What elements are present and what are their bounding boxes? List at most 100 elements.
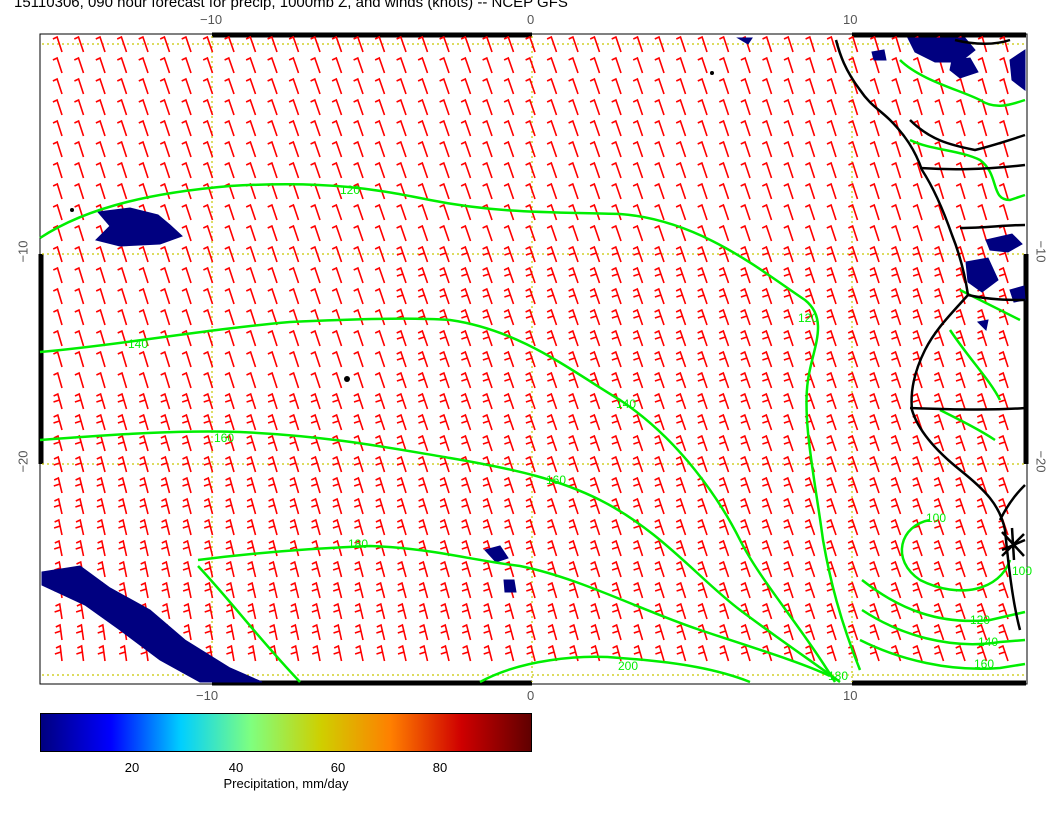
wind-barb xyxy=(826,161,837,179)
wind-barb xyxy=(460,140,472,158)
wind-barb xyxy=(675,119,687,137)
wind-barb xyxy=(331,224,343,242)
wind-barb xyxy=(697,581,708,599)
wind-barb xyxy=(783,539,794,557)
wind-barb xyxy=(891,161,902,179)
wind-barb xyxy=(374,287,386,305)
wind-barb xyxy=(546,140,558,158)
wind-barb xyxy=(740,140,751,158)
wind-barb xyxy=(396,77,407,95)
wind-barb xyxy=(546,497,558,515)
wind-barb xyxy=(869,350,880,368)
contour-label: 180 xyxy=(828,669,848,683)
wind-barb xyxy=(482,119,493,137)
wind-barb xyxy=(654,413,665,431)
wind-barb xyxy=(182,476,192,494)
wind-barb xyxy=(675,392,687,410)
wind-barb xyxy=(826,392,837,410)
wind-barb xyxy=(675,518,687,536)
wind-barb xyxy=(546,455,558,473)
wind-barb xyxy=(181,161,192,179)
contour-160-west xyxy=(39,430,841,684)
wind-barb xyxy=(697,35,708,53)
wind-barb xyxy=(138,350,149,368)
wind-barb xyxy=(74,413,85,431)
wind-barb xyxy=(461,560,472,578)
wind-barb xyxy=(826,203,837,221)
right-tick-label: −20 xyxy=(1033,450,1049,473)
wind-barb xyxy=(632,161,644,179)
wind-barb xyxy=(783,140,794,158)
wind-barb xyxy=(224,56,235,74)
wind-barb xyxy=(290,602,300,620)
wind-barb xyxy=(546,308,558,326)
wind-barb xyxy=(611,119,622,137)
wind-barb xyxy=(52,35,63,53)
wind-barb xyxy=(654,182,665,200)
wind-barb xyxy=(440,644,450,662)
wind-barb xyxy=(267,98,278,116)
wind-barb xyxy=(117,287,128,305)
contour-120-east xyxy=(861,579,1026,623)
wind-barb xyxy=(955,308,966,326)
wind-barb xyxy=(568,119,579,137)
wind-barb xyxy=(439,77,450,95)
wind-barb xyxy=(783,371,794,389)
wind-barb xyxy=(804,245,816,263)
wind-barb xyxy=(95,308,106,326)
wind-barb xyxy=(654,329,665,347)
wind-barb xyxy=(439,35,450,53)
wind-barb xyxy=(138,245,149,263)
wind-barb xyxy=(718,224,730,242)
wind-barb xyxy=(568,539,579,557)
wind-barb xyxy=(847,602,859,620)
wind-barb xyxy=(181,371,192,389)
wind-barb xyxy=(654,602,665,620)
wind-barb xyxy=(526,581,536,599)
wind-barb xyxy=(912,539,923,557)
wind-barb xyxy=(890,581,902,599)
wind-barb xyxy=(245,203,257,221)
wind-barb xyxy=(138,98,149,116)
wind-barb xyxy=(546,98,558,116)
wind-barb xyxy=(891,56,902,74)
wind-barb xyxy=(225,581,235,599)
wind-barb xyxy=(160,245,171,263)
wind-barb xyxy=(933,602,945,620)
wind-barb xyxy=(482,182,493,200)
wind-barb xyxy=(761,329,773,347)
wind-barb xyxy=(96,392,106,410)
wind-barb xyxy=(333,644,343,662)
wind-barb xyxy=(95,245,106,263)
wind-barb xyxy=(869,224,880,242)
wind-barb xyxy=(568,308,579,326)
wind-barb xyxy=(245,119,257,137)
wind-barb xyxy=(977,35,988,53)
colorbar-tick: 20 xyxy=(124,760,140,775)
wind-barb xyxy=(848,140,859,158)
wind-barb xyxy=(525,539,536,557)
wind-barb xyxy=(804,602,816,620)
wind-barb xyxy=(826,518,837,536)
wind-barb xyxy=(374,245,386,263)
wind-barb xyxy=(160,434,171,452)
wind-barb xyxy=(675,371,687,389)
wind-barb xyxy=(460,77,472,95)
wind-barb xyxy=(847,308,859,326)
wind-barb xyxy=(805,56,816,74)
wind-barb xyxy=(611,602,622,620)
wind-barb xyxy=(525,56,536,74)
wind-barb xyxy=(439,329,450,347)
wind-barb xyxy=(675,287,687,305)
wind-barb xyxy=(267,413,278,431)
wind-barb xyxy=(202,119,214,137)
wind-barb xyxy=(374,182,386,200)
wind-barb xyxy=(847,350,859,368)
wind-barb xyxy=(138,329,149,347)
wind-barb xyxy=(182,455,192,473)
wind-barb xyxy=(138,308,149,326)
wind-barb xyxy=(117,392,128,410)
wind-barb xyxy=(654,539,665,557)
precip-patch-north-4 xyxy=(871,49,887,61)
wind-barb xyxy=(912,77,923,95)
